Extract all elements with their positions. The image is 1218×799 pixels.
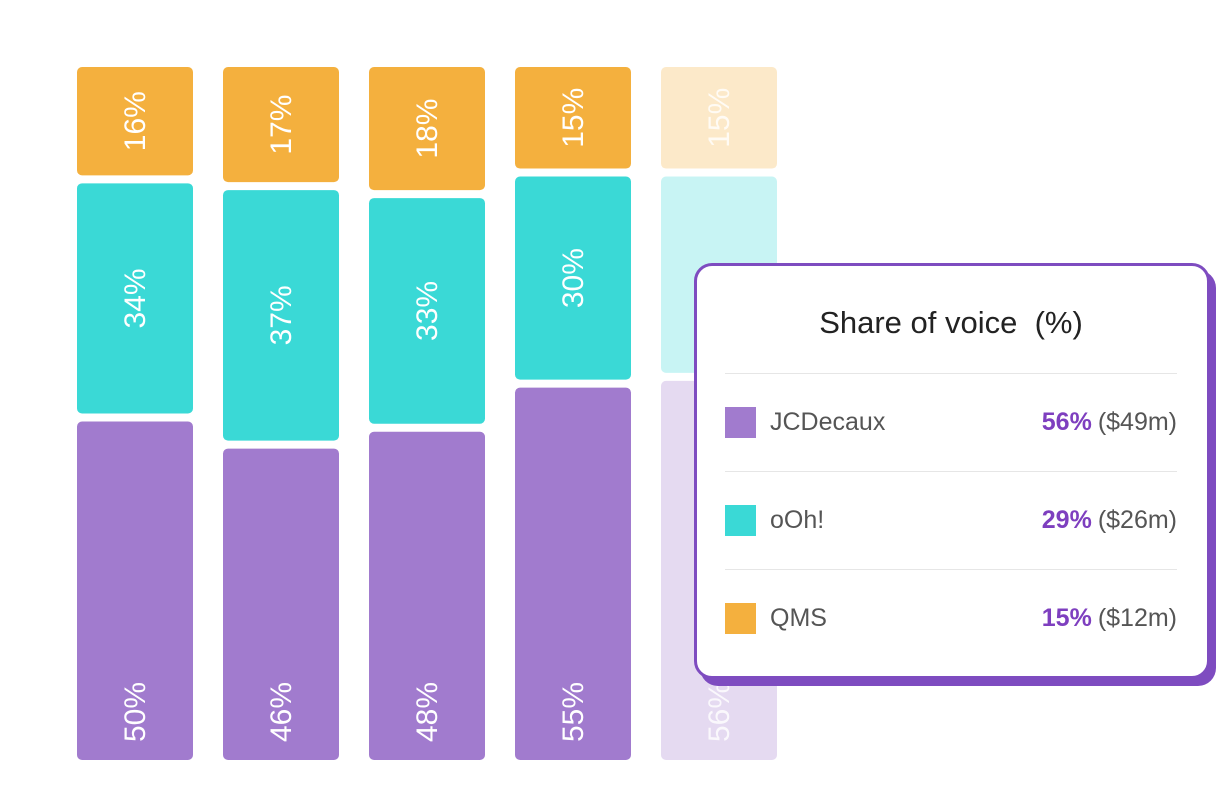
legend-row-qms: QMS 15% ($12m): [725, 570, 1177, 667]
legend-amount: ($26m): [1097, 506, 1177, 534]
bar-segment[interactable]: [515, 176, 631, 380]
bar-segment[interactable]: [369, 198, 485, 424]
bar-data-label: 48%: [411, 682, 444, 742]
bar-segment[interactable]: [77, 67, 193, 176]
legend-value: 56% ($49m): [1042, 408, 1177, 437]
legend-percent: 15%: [1041, 604, 1092, 632]
bar-data-label: 34%: [119, 268, 152, 328]
bar-data-label: 46%: [265, 682, 298, 742]
legend-percent: 29%: [1041, 506, 1092, 534]
legend-value: 29% ($26m): [1042, 506, 1177, 535]
bar-data-label: 55%: [557, 682, 590, 742]
bar-segment[interactable]: [77, 421, 193, 761]
bar-data-label: 56%: [703, 682, 736, 742]
bar-data-label: 15%: [703, 88, 736, 148]
bar-data-label: 15%: [557, 88, 590, 148]
bar-data-label: 30%: [557, 248, 590, 308]
share-of-voice-tooltip: Share of voice (%) JCDecaux 56% ($49m) oO…: [694, 263, 1210, 679]
legend-row-ooh: oOh! 29% ($26m): [725, 472, 1177, 570]
bar-data-label: 37%: [265, 285, 298, 345]
ooh-swatch: [725, 505, 756, 536]
bar-segment[interactable]: [223, 67, 339, 183]
legend-amount: ($49m): [1097, 408, 1177, 436]
bar-segment[interactable]: [369, 431, 485, 760]
legend-row-jcdecaux: JCDecaux 56% ($49m): [725, 374, 1177, 472]
bar-data-label: 18%: [411, 99, 444, 159]
bar-data-label: 33%: [411, 281, 444, 341]
bar-segment[interactable]: [223, 448, 339, 760]
legend-amount: ($12m): [1097, 604, 1177, 632]
legend-value: 15% ($12m): [1042, 604, 1177, 633]
bar-segment[interactable]: [223, 190, 339, 441]
jcdecaux-swatch: [725, 407, 756, 438]
tooltip-title: Share of voice (%): [725, 266, 1177, 374]
qms-swatch: [725, 603, 756, 634]
bar-segment[interactable]: [369, 67, 485, 191]
legend-percent: 56%: [1041, 408, 1092, 436]
bar-data-label: 16%: [119, 91, 152, 151]
bar-segment[interactable]: [661, 67, 777, 169]
legend-label: oOh!: [770, 506, 825, 534]
legend-label: QMS: [770, 604, 827, 632]
bar-segment[interactable]: [77, 183, 193, 414]
bar-segment[interactable]: [515, 67, 631, 169]
bar-segment[interactable]: [515, 387, 631, 760]
bar-data-label: 17%: [265, 95, 298, 155]
legend-label: JCDecaux: [770, 408, 886, 436]
bar-data-label: 50%: [119, 682, 152, 742]
